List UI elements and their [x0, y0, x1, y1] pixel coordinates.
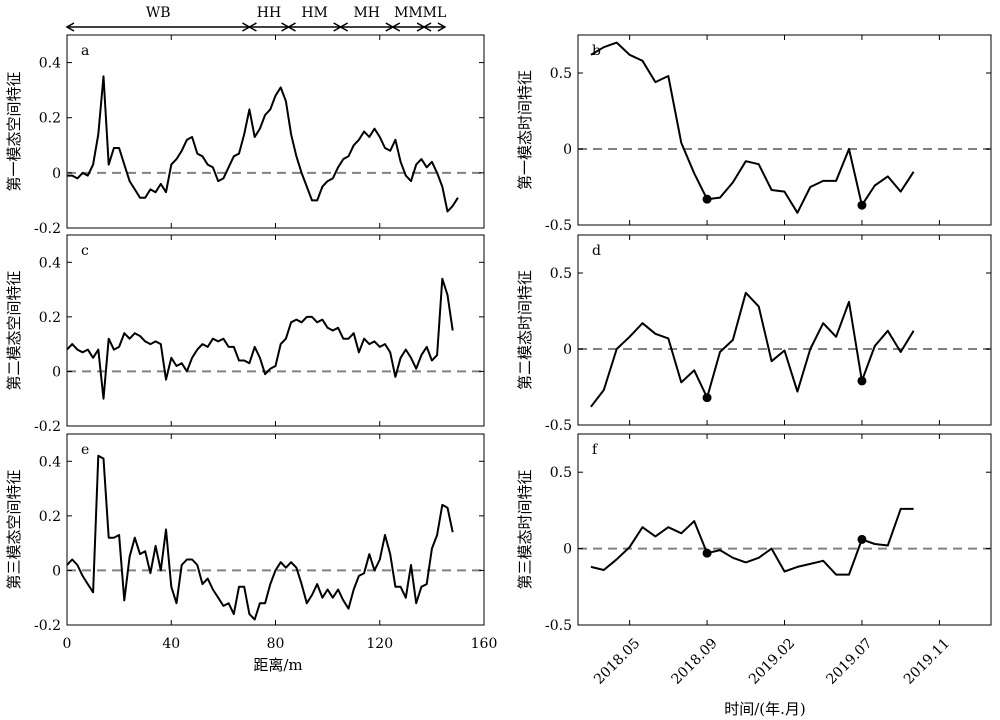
panel-c: 0.4 0.2 0 -0.2 c 第二模态空间特征: [5, 234, 485, 435]
axes-frame: [66, 433, 485, 626]
y-tick-label: -0.5: [545, 218, 572, 234]
x-tick-label: 40: [162, 636, 180, 652]
x-tick-label: 2019.11: [901, 635, 953, 687]
x-tick-label: 2018.09: [669, 635, 721, 687]
region-arrowhead-left: [339, 22, 349, 32]
panel-b: 0.5 0 -0.5 b 第一模态时间特征: [516, 34, 992, 234]
region-label: ML: [423, 5, 447, 21]
x-tick-label: 0: [63, 636, 72, 652]
region-label: MH: [353, 5, 380, 21]
y-axis-label: 第一模态空间特征: [5, 71, 23, 191]
panel-label: f: [592, 442, 599, 458]
y-tick-label: 0: [563, 542, 572, 558]
y-tick-label: -0.2: [34, 419, 61, 435]
panel-d: 0.5 0 -0.5 d 第二模态时间特征: [516, 234, 992, 434]
y-tick-label: -0.2: [34, 618, 61, 634]
region-arrowhead-left: [65, 22, 75, 32]
highlight-marker: [702, 393, 712, 403]
panel-f: 0.5 0 -0.5 2018.05 2018.09 2019.02 2019.07 2019…: [516, 433, 992, 688]
region-arrowhead-left: [247, 22, 257, 32]
x-tick-label: 120: [366, 636, 393, 652]
x-tick-label: 80: [267, 636, 285, 652]
panel-label: e: [81, 442, 89, 458]
y-axis-label: 第二模态时间特征: [516, 270, 534, 390]
panel-label: c: [81, 243, 89, 259]
panel-label: b: [592, 43, 601, 59]
region-annotations: WB HH HM MH MM ML: [65, 5, 447, 32]
x-tick-label: 160: [471, 636, 498, 652]
region-arrowhead-right: [437, 22, 447, 32]
panel-label: a: [81, 43, 89, 59]
y-tick-label: 0.5: [550, 266, 572, 282]
y-tick-label: -0.5: [545, 418, 572, 434]
region-label: HM: [301, 5, 328, 21]
y-axis-label: 第一模态时间特征: [516, 70, 534, 190]
y-tick-label: 0.5: [550, 66, 572, 82]
y-tick-label: 0.2: [39, 111, 61, 127]
y-axis-label: 第三模态时间特征: [516, 469, 534, 589]
highlight-marker: [857, 200, 867, 210]
x-tick-label: 2018.05: [591, 635, 643, 687]
y-tick-label: 0: [563, 342, 572, 358]
highlight-marker: [702, 548, 712, 558]
y-axis-label: 第二模态空间特征: [5, 270, 23, 390]
y-tick-label: 0.4: [39, 255, 61, 271]
series-line: [66, 454, 454, 621]
right-xlabel: 时间/(年.月): [724, 700, 806, 718]
y-tick-label: 0: [52, 364, 61, 380]
series-line: [66, 277, 454, 400]
y-tick-label: 0: [52, 563, 61, 579]
highlight-marker: [857, 376, 867, 386]
y-tick-label: 0.4: [39, 56, 61, 72]
series-line: [590, 291, 915, 408]
left-xlabel: 距离/m: [253, 656, 302, 674]
axes-frame: [66, 34, 485, 229]
y-tick-label: 0.5: [550, 465, 572, 481]
y-axis-label: 第三模态空间特征: [5, 469, 23, 589]
y-tick-label: 0: [563, 142, 572, 158]
series-line: [590, 507, 914, 576]
y-tick-label: 0.2: [39, 310, 61, 326]
axes-frame: [577, 234, 992, 426]
axes-frame: [577, 34, 992, 226]
region-label: MM: [394, 5, 423, 21]
series-line: [67, 75, 459, 213]
y-tick-label: 0.4: [39, 454, 61, 470]
panel-a: 0.4 0.2 0 -0.2 a 第一模态空间特征: [5, 34, 485, 237]
axes-frame: [66, 234, 485, 427]
highlight-marker: [857, 534, 867, 544]
y-tick-label: -0.5: [545, 618, 572, 634]
region-label: HH: [257, 5, 281, 21]
x-tick-label: 2019.02: [746, 635, 798, 687]
y-tick-label: 0: [52, 166, 61, 182]
region-arrowhead-left: [422, 22, 432, 32]
region-label: WB: [146, 5, 171, 21]
highlight-marker: [702, 194, 712, 204]
region-arrowhead-left: [287, 22, 296, 32]
y-tick-label: -0.2: [34, 221, 61, 237]
series-line: [590, 41, 915, 214]
x-tick-label: 2019.07: [823, 635, 875, 687]
y-tick-label: 0.2: [39, 509, 61, 525]
region-arrowhead-left: [391, 22, 401, 32]
panel-label: d: [592, 243, 601, 259]
